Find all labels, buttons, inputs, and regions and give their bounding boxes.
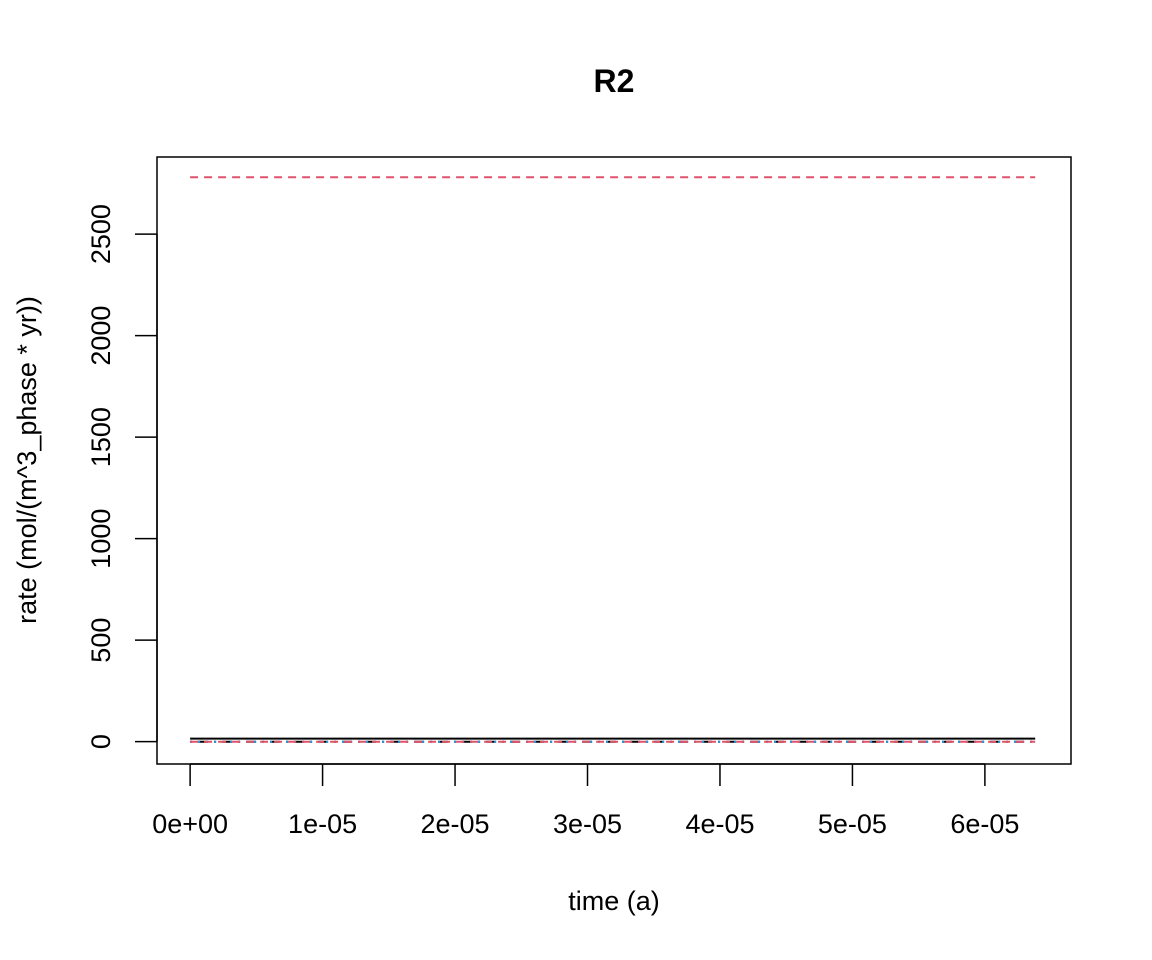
x-tick-label: 2e-05 [421,809,490,839]
x-tick-label: 5e-05 [818,809,887,839]
y-axis-title: rate (mol/(m^3_phase * yr)) [12,296,42,624]
x-axis: 0e+00 1e-05 2e-05 3e-05 4e-05 5e-05 6e-05 [152,763,1019,839]
x-tick-label: 1e-05 [288,809,357,839]
y-tick-label: 0 [86,734,116,749]
x-axis-title: time (a) [568,886,660,916]
y-tick-label: 500 [86,618,116,663]
y-tick-label: 1000 [86,509,116,569]
y-axis: 0 500 1000 1500 2000 2500 [86,204,158,749]
y-tick-label: 2500 [86,204,116,264]
x-tick-label: 0e+00 [152,809,228,839]
chart-title: R2 [594,63,635,99]
x-tick-label: 3e-05 [553,809,622,839]
y-tick-label: 1500 [86,407,116,467]
series-layer [190,176,1036,743]
x-tick-label: 4e-05 [685,809,754,839]
x-tick-label: 6e-05 [950,809,1019,839]
y-tick-label: 2000 [86,306,116,366]
plot-frame [156,156,1072,765]
